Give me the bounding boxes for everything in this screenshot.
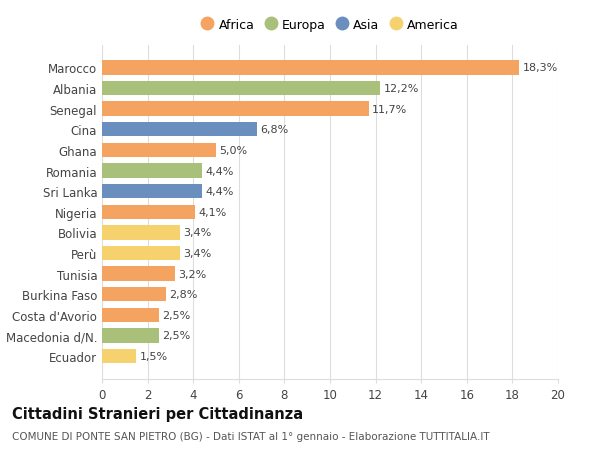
Bar xyxy=(102,287,166,302)
Text: COMUNE DI PONTE SAN PIETRO (BG) - Dati ISTAT al 1° gennaio - Elaborazione TUTTIT: COMUNE DI PONTE SAN PIETRO (BG) - Dati I… xyxy=(12,431,490,442)
Bar xyxy=(102,329,159,343)
Bar xyxy=(102,102,369,117)
Text: 2,8%: 2,8% xyxy=(169,290,197,300)
Bar xyxy=(102,185,202,199)
Text: 4,4%: 4,4% xyxy=(206,166,234,176)
Bar xyxy=(102,308,159,322)
Text: 12,2%: 12,2% xyxy=(383,84,419,94)
Text: 1,5%: 1,5% xyxy=(140,351,168,361)
Text: 3,2%: 3,2% xyxy=(178,269,206,279)
Bar xyxy=(102,143,216,158)
Bar xyxy=(102,226,179,240)
Text: 3,4%: 3,4% xyxy=(183,248,211,258)
Bar xyxy=(102,246,179,261)
Text: Cittadini Stranieri per Cittadinanza: Cittadini Stranieri per Cittadinanza xyxy=(12,406,303,421)
Text: 4,1%: 4,1% xyxy=(199,207,227,217)
Bar xyxy=(102,349,136,364)
Text: 6,8%: 6,8% xyxy=(260,125,289,135)
Bar xyxy=(102,267,175,281)
Text: 11,7%: 11,7% xyxy=(372,104,407,114)
Text: 5,0%: 5,0% xyxy=(220,146,248,156)
Text: 4,4%: 4,4% xyxy=(206,187,234,197)
Text: 18,3%: 18,3% xyxy=(523,63,558,73)
Bar xyxy=(102,61,519,75)
Bar xyxy=(102,123,257,137)
Text: 2,5%: 2,5% xyxy=(163,310,191,320)
Bar xyxy=(102,82,380,96)
Legend: Africa, Europa, Asia, America: Africa, Europa, Asia, America xyxy=(197,16,463,36)
Bar xyxy=(102,164,202,179)
Text: 2,5%: 2,5% xyxy=(163,331,191,341)
Text: 3,4%: 3,4% xyxy=(183,228,211,238)
Bar xyxy=(102,205,196,219)
